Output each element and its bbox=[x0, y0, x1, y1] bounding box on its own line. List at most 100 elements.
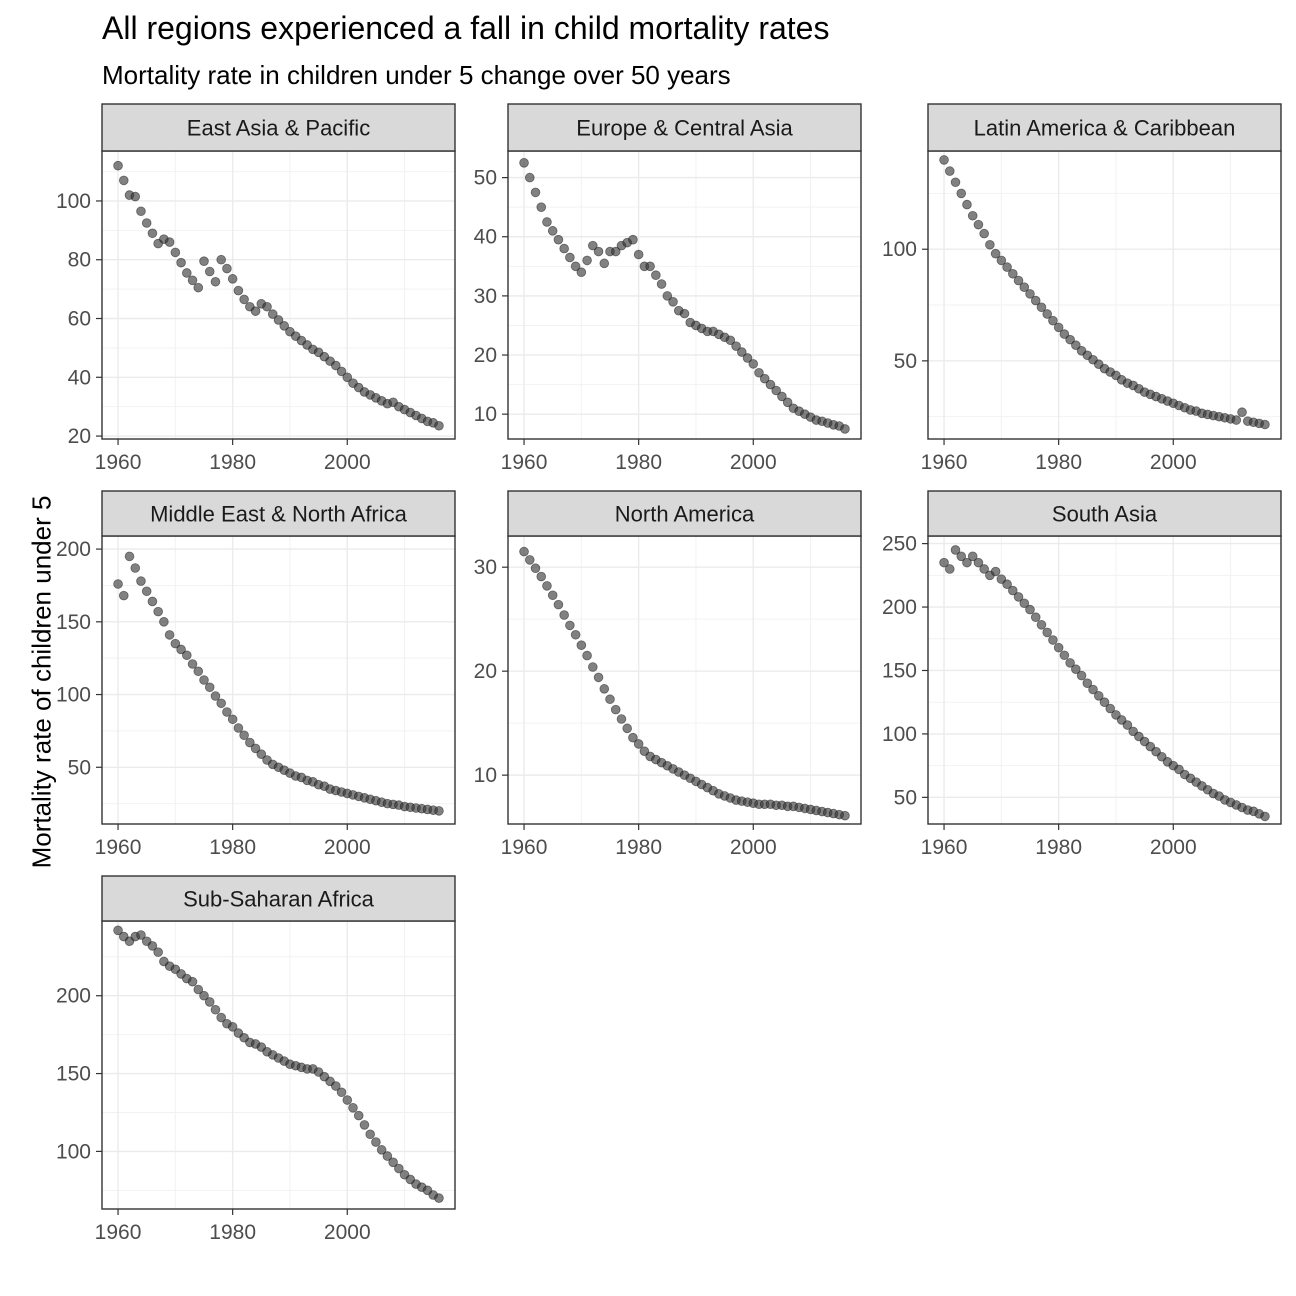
data-point bbox=[141, 586, 152, 597]
data-point bbox=[394, 1163, 404, 1174]
data-point bbox=[777, 391, 787, 402]
data-point bbox=[210, 691, 221, 701]
x-tick-label: 1960 bbox=[501, 836, 548, 859]
panel-background bbox=[508, 536, 861, 824]
data-point bbox=[164, 630, 175, 640]
data-point bbox=[553, 599, 564, 610]
data-point bbox=[1025, 289, 1035, 299]
data-point bbox=[170, 247, 181, 258]
data-point bbox=[336, 1087, 347, 1098]
data-point bbox=[1036, 302, 1047, 313]
data-point bbox=[668, 297, 678, 307]
data-point bbox=[1025, 604, 1035, 615]
data-point bbox=[256, 749, 267, 759]
data-point bbox=[1002, 579, 1012, 590]
chart-subtitle: Mortality rate in children under 5 chang… bbox=[102, 60, 731, 90]
data-point bbox=[662, 291, 673, 301]
chart-title: All regions experienced a fall in child … bbox=[102, 10, 830, 46]
data-point bbox=[1093, 691, 1104, 701]
y-tick-label: 20 bbox=[68, 425, 91, 448]
data-point bbox=[1013, 592, 1024, 602]
x-tick-label: 1980 bbox=[1035, 451, 1082, 474]
facet-strip bbox=[507, 490, 862, 537]
x-tick-label: 2000 bbox=[324, 1221, 371, 1244]
x-tick-label: 1960 bbox=[95, 451, 142, 474]
x-tick-label: 1960 bbox=[95, 1221, 142, 1244]
data-point bbox=[342, 372, 353, 383]
y-tick-label: 30 bbox=[474, 285, 497, 308]
y-tick-label: 20 bbox=[474, 344, 497, 367]
data-point bbox=[193, 666, 204, 677]
y-tick-label: 150 bbox=[882, 659, 917, 682]
data-point bbox=[204, 682, 215, 693]
data-point bbox=[348, 1103, 358, 1113]
data-point bbox=[996, 255, 1007, 266]
data-point bbox=[956, 551, 967, 562]
y-tick-label: 100 bbox=[56, 684, 91, 707]
y-tick-label: 250 bbox=[882, 533, 917, 556]
data-point bbox=[359, 1120, 370, 1130]
data-point bbox=[576, 640, 587, 650]
data-point bbox=[353, 1110, 364, 1121]
panel-sub-saharan-africa: 1960 1980 2000 100 150 200 Sub-Saharan Africa bbox=[56, 875, 456, 1244]
data-point bbox=[227, 1022, 238, 1032]
data-point bbox=[542, 581, 552, 591]
x-tick-label: 2000 bbox=[730, 451, 777, 474]
data-point bbox=[610, 704, 621, 715]
data-point bbox=[1105, 703, 1116, 714]
facet-strip bbox=[101, 875, 456, 922]
data-point bbox=[985, 239, 995, 250]
y-tick-label: 50 bbox=[474, 167, 497, 190]
data-point bbox=[1088, 684, 1098, 695]
x-tick-label: 1980 bbox=[209, 1221, 256, 1244]
data-point bbox=[176, 644, 186, 655]
data-point bbox=[1231, 415, 1242, 425]
data-point bbox=[1059, 650, 1070, 661]
data-point bbox=[216, 254, 226, 265]
data-point bbox=[147, 596, 158, 607]
data-point bbox=[559, 610, 569, 620]
data-point bbox=[565, 252, 575, 263]
data-point bbox=[679, 308, 690, 319]
data-point bbox=[130, 191, 141, 202]
facet-strip bbox=[507, 103, 862, 152]
y-tick-label: 50 bbox=[894, 786, 917, 809]
data-point bbox=[147, 228, 158, 239]
data-point bbox=[759, 373, 770, 384]
data-point bbox=[250, 743, 261, 754]
data-point bbox=[605, 694, 615, 705]
data-point bbox=[118, 175, 129, 186]
data-point bbox=[840, 810, 850, 821]
x-tick-label: 2000 bbox=[730, 836, 777, 859]
data-point bbox=[434, 806, 444, 816]
data-point bbox=[113, 925, 123, 936]
facet-strip-label: North America bbox=[615, 502, 755, 527]
data-point bbox=[1048, 635, 1058, 645]
data-point bbox=[748, 359, 759, 369]
data-point bbox=[1065, 658, 1075, 668]
y-tick-label: 200 bbox=[56, 985, 91, 1008]
data-point bbox=[279, 321, 290, 331]
data-point bbox=[553, 234, 564, 245]
data-point bbox=[530, 187, 541, 198]
data-point bbox=[990, 248, 1001, 259]
data-point bbox=[840, 424, 850, 434]
panel-background bbox=[508, 151, 861, 439]
data-point bbox=[159, 617, 169, 627]
data-point bbox=[950, 545, 961, 555]
data-point bbox=[628, 732, 638, 743]
data-point bbox=[616, 714, 627, 724]
panel-background bbox=[102, 151, 455, 439]
facet-strip bbox=[101, 490, 456, 537]
x-tick-label: 1980 bbox=[615, 836, 662, 859]
data-point bbox=[365, 1129, 375, 1140]
data-point bbox=[599, 258, 610, 269]
data-point bbox=[1036, 620, 1047, 630]
data-point bbox=[182, 650, 192, 661]
data-point bbox=[262, 301, 272, 312]
data-point bbox=[967, 551, 978, 562]
data-point bbox=[199, 990, 209, 1001]
data-point bbox=[153, 947, 163, 957]
x-tick-label: 1980 bbox=[209, 836, 256, 859]
facet-strip-label: Latin America & Caribbean bbox=[974, 116, 1236, 141]
